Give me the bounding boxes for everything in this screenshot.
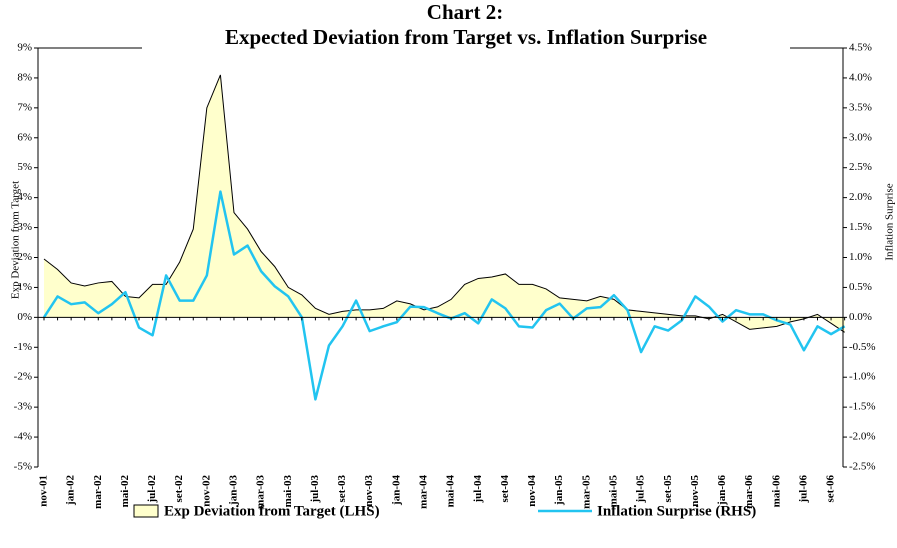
y2-tick-label: 4.0% (849, 71, 872, 83)
x-tick-label: jan-06 (716, 475, 728, 506)
y-tick-label: -3% (14, 401, 32, 413)
x-tick-label: jan-04 (390, 475, 402, 506)
x-tick-label: jan-02 (65, 475, 77, 506)
area-fill (44, 74, 845, 333)
y-tick-label: -2% (14, 371, 32, 383)
area-line (43, 74, 845, 333)
legend-swatch (133, 504, 159, 518)
y2-tick-label: 3.5% (849, 101, 872, 113)
x-tick-label: mar-02 (92, 475, 104, 509)
x-tick-label: jul-04 (472, 475, 484, 504)
x-tick-label: mai-06 (770, 475, 782, 508)
x-tick-label: nov-04 (526, 475, 538, 507)
y-tick-label: -1% (14, 341, 32, 353)
y2-tick-label: 1.0% (849, 251, 872, 263)
x-tick-label: mar-06 (743, 475, 755, 509)
y-tick-label: 9% (17, 42, 32, 54)
x-tick-label: set-02 (173, 475, 185, 503)
y2-tick-label: -1.5% (849, 401, 876, 413)
y2-tick-label: 2.5% (849, 161, 872, 173)
x-tick-label: set-04 (499, 475, 511, 503)
x-tick-label: mar-04 (417, 475, 429, 509)
x-tick-label: jul-05 (635, 475, 647, 504)
y2-axis-label: Inflation Surprise (884, 183, 896, 260)
title-box (142, 26, 790, 52)
y-tick-label: 4% (17, 191, 32, 203)
y-tick-label: 2% (17, 251, 32, 263)
y2-tick-label: -0.5% (849, 341, 876, 353)
x-tick-label: mar-05 (580, 475, 592, 509)
y2-tick-label: 1.5% (849, 221, 872, 233)
y-tick-label: 8% (17, 71, 32, 83)
y2-tick-label: -2.5% (849, 461, 876, 473)
x-tick-label: jul-02 (146, 475, 158, 504)
x-tick-label: set-05 (662, 475, 674, 503)
legend-label: Inflation Surprise (RHS) (597, 503, 756, 519)
y-tick-label: -4% (14, 431, 32, 443)
y-tick-label: 0% (17, 311, 32, 323)
y2-tick-label: 4.5% (849, 42, 872, 54)
x-tick-label: mar-03 (255, 475, 267, 509)
y-tick-label: 6% (17, 131, 32, 143)
y2-tick-label: -2.0% (849, 431, 876, 443)
x-tick-label: jul-03 (309, 475, 321, 504)
x-tick-label: nov-01 (38, 475, 50, 507)
x-tick-label: jan-05 (553, 475, 565, 506)
chart-title: Chart 2: (427, 0, 503, 24)
x-tick-label: mai-04 (445, 475, 457, 508)
y-tick-label: 7% (17, 101, 32, 113)
chart-subtitle: Expected Deviation from Target vs. Infla… (225, 25, 707, 49)
y2-tick-label: 0.5% (849, 281, 872, 293)
x-tick-label: mai-02 (119, 475, 131, 508)
y2-tick-label: -1.0% (849, 371, 876, 383)
x-tick-label: mai-05 (607, 475, 619, 508)
x-tick-label: nov-03 (363, 475, 375, 507)
x-tick-label: nov-05 (689, 475, 701, 507)
x-tick-label: jul-06 (797, 475, 809, 504)
y-axis-label: Exp Deviation from Target (10, 181, 22, 299)
y2-tick-label: 0.0% (849, 311, 872, 323)
legend-label: Exp Deviation from Target (LHS) (164, 503, 380, 519)
x-tick-label: mai-03 (282, 475, 294, 508)
line (42, 190, 846, 401)
y-tick-label: -5% (14, 461, 32, 473)
x-tick-label: set-06 (825, 475, 837, 503)
x-tick-label: set-03 (336, 475, 348, 503)
y-tick-label: 1% (17, 281, 32, 293)
y-tick-label: 3% (17, 221, 32, 233)
x-tick-label: jan-03 (228, 475, 240, 506)
y2-tick-label: 2.0% (849, 191, 872, 203)
x-tick-label: nov-02 (200, 475, 212, 507)
y-tick-label: 5% (17, 161, 32, 173)
y2-tick-label: 3.0% (849, 131, 872, 143)
